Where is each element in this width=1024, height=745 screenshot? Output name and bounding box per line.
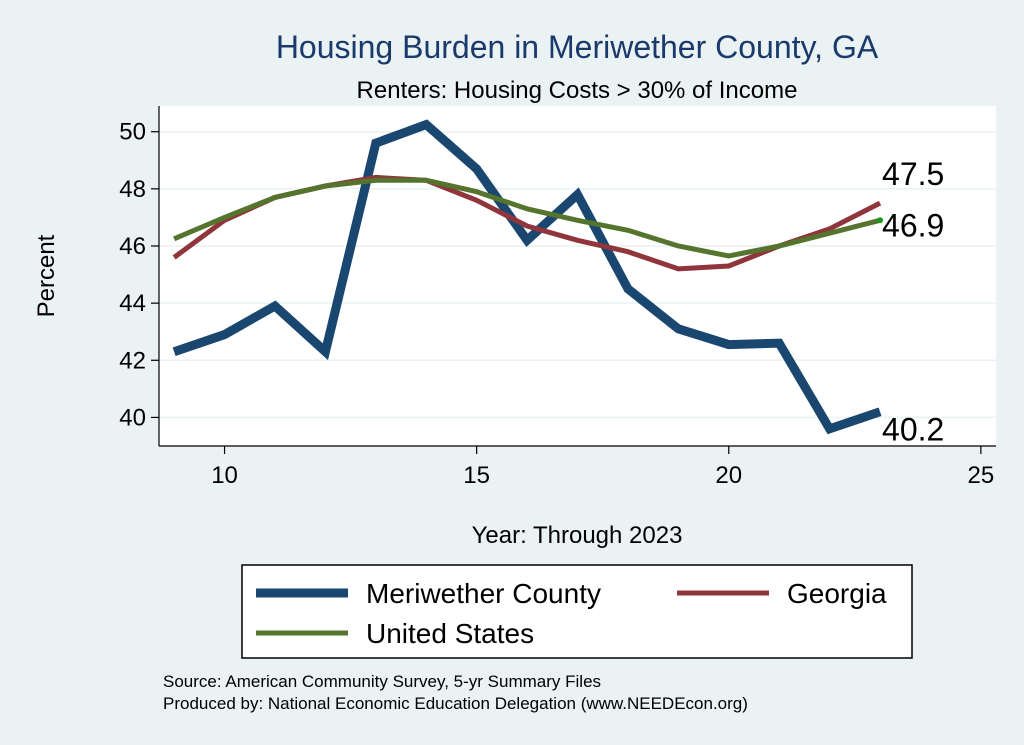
end-label-meriwether: 40.2 [882, 412, 944, 448]
y-tick-label-46: 46 [119, 233, 146, 260]
y-tick-label-42: 42 [119, 347, 146, 374]
x-tick-label-20: 20 [715, 462, 742, 489]
y-tick-label-40: 40 [119, 404, 146, 431]
x-tick-label-10: 10 [211, 462, 238, 489]
y-axis-title: Percent [33, 234, 60, 317]
series-line-united-states [173, 177, 881, 259]
x-tick-label-15: 15 [463, 462, 490, 489]
x-axis-title: Year: Through 2023 [472, 522, 683, 549]
axes: 40 42 44 46 48 50 10 15 20 25 [119, 106, 996, 489]
legend: Meriwether County Georgia United States [241, 564, 913, 659]
legend-label-meriwether: Meriwether County [366, 578, 601, 609]
series-line-meriwether [172, 119, 882, 435]
series-lines [172, 119, 884, 435]
x-tick-label-25: 25 [968, 462, 995, 489]
end-label-united-states: 46.9 [882, 207, 944, 243]
chart-title: Housing Burden in Meriwether County, GA [276, 29, 879, 65]
y-tick-label-48: 48 [119, 176, 146, 203]
end-label-georgia: 47.5 [882, 156, 944, 192]
legend-label-georgia: Georgia [787, 578, 887, 609]
producer-note: Produced by: National Economic Education… [163, 694, 748, 713]
plot-area [159, 106, 996, 446]
y-tick-label-50: 50 [119, 119, 146, 146]
legend-label-us: United States [366, 618, 534, 649]
y-tick-label-44: 44 [119, 290, 146, 317]
endpoint-marker-united-states [877, 217, 884, 224]
chart-subtitle: Renters: Housing Costs > 30% of Income [357, 77, 798, 104]
legend-box [241, 564, 913, 659]
source-note: Source: American Community Survey, 5-yr … [163, 672, 601, 691]
end-labels: 40.2 47.5 46.9 [882, 156, 944, 448]
